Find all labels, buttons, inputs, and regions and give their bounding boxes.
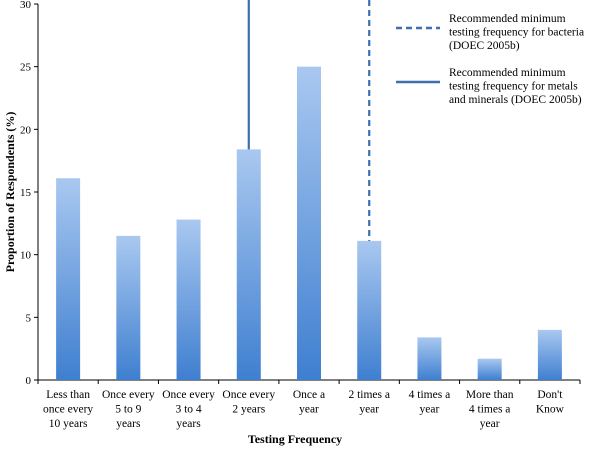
category-label: 2 times a year <box>348 389 390 416</box>
category-label: 4 times a year <box>409 389 451 416</box>
y-tick-label: 0 <box>26 375 32 387</box>
bars <box>56 66 562 381</box>
bar <box>477 358 502 380</box>
legend-entry: Recommended minimum testing frequency for… <box>449 13 584 52</box>
y-tick-label: 10 <box>20 250 32 262</box>
bar <box>116 235 141 380</box>
bar <box>236 149 261 380</box>
x-axis-title: Testing Frequency <box>248 432 342 446</box>
y-tick-label: 30 <box>20 0 32 11</box>
legend-entry: Recommended minimum testing frequency for… <box>449 67 582 106</box>
bar <box>56 178 81 380</box>
category-label: Once every 3 to 4 years <box>162 389 215 430</box>
category-label: Don't Know <box>536 389 565 416</box>
reference-lines <box>247 0 371 241</box>
legend: Recommended minimum testing frequency for… <box>396 13 584 106</box>
bar <box>176 219 201 380</box>
category-label: Once a year <box>293 389 325 416</box>
y-axis-title: Proportion of Respondents (%) <box>3 112 17 273</box>
category-label: Once every 2 years <box>222 389 275 416</box>
bar <box>417 337 442 380</box>
category-label: Once every 5 to 9 years <box>102 389 155 430</box>
category-label: Less than once every 10 years <box>43 389 93 430</box>
category-label: More than 4 times a year <box>466 389 514 430</box>
y-tick-label: 25 <box>20 62 32 74</box>
y-tick-label: 5 <box>26 312 32 324</box>
bar <box>537 329 562 380</box>
y-tick-label: 15 <box>20 187 32 199</box>
bar <box>357 240 382 380</box>
y-tick-label: 20 <box>20 124 32 136</box>
bar <box>297 66 321 381</box>
